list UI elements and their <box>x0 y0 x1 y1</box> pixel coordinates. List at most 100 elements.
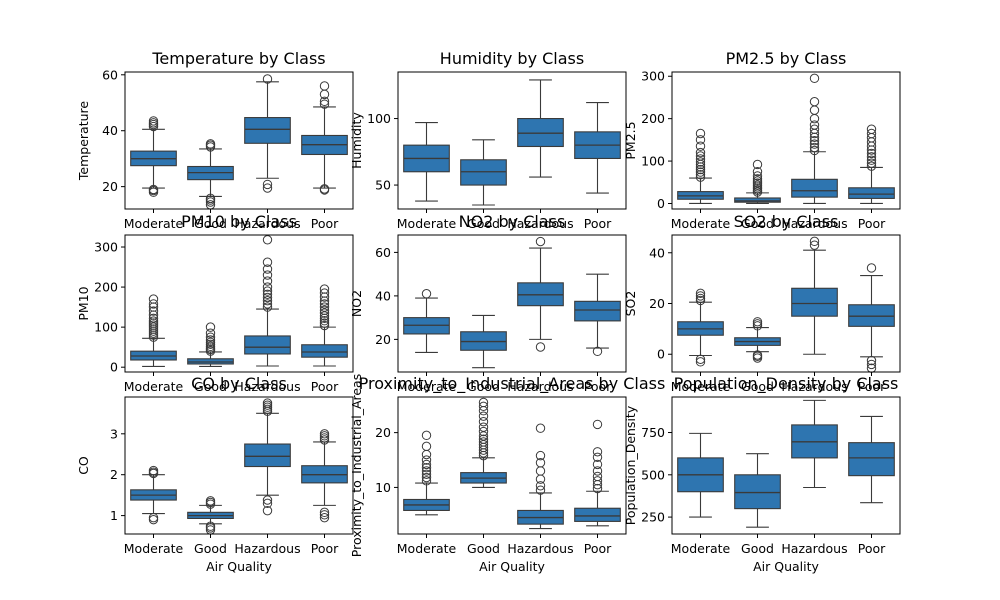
subplot-4: 0 100 200 300 Moderate Good Hazardous Poor PM10 … <box>76 212 354 394</box>
outlier-point <box>809 142 820 153</box>
subplot-title: PM10 by Class <box>181 212 297 231</box>
outlier-point <box>205 322 216 332</box>
box-4 <box>301 429 348 523</box>
box-1 <box>130 465 177 525</box>
outlier-point <box>319 308 330 318</box>
box-4 <box>574 419 621 527</box>
box-3 <box>517 79 564 178</box>
outlier-point <box>262 299 273 309</box>
outlier-point <box>262 292 273 303</box>
axes-frame <box>671 234 901 373</box>
box-1 <box>403 121 450 202</box>
box-1 <box>677 128 724 205</box>
axes-frame <box>671 71 901 210</box>
outlier-point <box>319 318 330 328</box>
outlier-point <box>752 180 763 190</box>
outlier-point <box>262 276 273 286</box>
y-tick-label: 300 <box>94 240 118 255</box>
box-2 <box>734 159 781 205</box>
outlier-point <box>695 157 706 167</box>
y-tick-label: 300 <box>641 69 665 84</box>
outlier-point <box>262 235 273 245</box>
y-axis-label: NO2 <box>349 290 364 317</box>
outlier-point <box>809 236 820 247</box>
box-2 <box>187 322 234 367</box>
x-tick-label: Hazardous <box>781 379 847 394</box>
x-tick-label: Poor <box>584 541 612 556</box>
y-tick-label: 60 <box>102 67 118 82</box>
outlier-point <box>478 426 489 437</box>
box-3 <box>791 399 838 489</box>
box-3 <box>244 398 291 516</box>
outlier-point <box>319 302 330 312</box>
outlier-point <box>262 179 273 190</box>
y-tick-label: 60 <box>375 245 391 260</box>
y-axis-label: Proximity_to_Industrial_Areas <box>349 374 364 557</box>
outlier-point <box>809 240 820 250</box>
x-tick-label: Moderate <box>671 216 731 231</box>
outlier-point <box>421 289 432 299</box>
box-1 <box>130 294 177 367</box>
subplot-3: 0 100 200 300 Moderate Good Hazardous Poor PM2.5… <box>623 49 901 231</box>
box-iqr <box>791 178 838 198</box>
box-1 <box>130 116 177 197</box>
x-tick-label: Good <box>741 379 774 394</box>
y-tick-label: 3 <box>110 426 118 441</box>
x-tick-label: Hazardous <box>234 379 300 394</box>
outlier-point <box>809 145 820 156</box>
outlier-point <box>535 481 546 491</box>
x-tick-label: Poor <box>584 379 612 394</box>
outlier-point <box>421 459 432 470</box>
y-tick-label: 0 <box>657 347 665 362</box>
x-tick-label: Good <box>194 541 227 556</box>
box-4 <box>848 124 895 205</box>
outlier-point <box>592 476 603 486</box>
subplot-title: PM2.5 by Class <box>726 49 847 68</box>
outlier-point <box>205 525 216 535</box>
x-tick-label: Poor <box>858 216 886 231</box>
x-axis-label: Air Quality <box>753 559 819 574</box>
outlier-point <box>262 498 273 509</box>
outlier-point <box>148 313 159 324</box>
outlier-point <box>535 485 546 495</box>
box-iqr <box>734 197 781 203</box>
outlier-point <box>319 512 330 523</box>
subplot-7: 1 2 3 Moderate Good Hazardous Poor CO by Class C… <box>76 374 354 574</box>
outlier-point <box>262 302 273 312</box>
outlier-point <box>592 471 603 482</box>
box-iqr <box>244 443 291 468</box>
outlier-point <box>478 397 489 408</box>
outlier-point <box>205 521 216 531</box>
subplot-1: 20 40 60 Moderate Good Hazardous Poor Temperatu… <box>76 49 354 231</box>
outlier-point <box>866 263 877 273</box>
outlier-point <box>319 305 330 316</box>
x-tick-label: Hazardous <box>507 379 573 394</box>
box-4 <box>848 263 895 373</box>
subplot-title: NO2 by Class <box>459 212 566 231</box>
box-iqr <box>517 118 564 148</box>
outlier-point <box>592 459 603 470</box>
box-4 <box>574 273 621 357</box>
outlier-point <box>205 193 216 204</box>
outlier-point <box>866 161 877 171</box>
axes-frame <box>124 71 354 210</box>
outlier-point <box>262 505 273 516</box>
outlier-point <box>262 398 273 408</box>
outlier-point <box>535 423 546 433</box>
outlier-point <box>866 359 877 370</box>
outlier-point <box>592 346 603 357</box>
outlier-point <box>809 120 820 130</box>
x-tick-label: Moderate <box>671 541 731 556</box>
y-tick-label: 100 <box>94 320 118 335</box>
subplot-title: Temperature by Class <box>151 49 325 68</box>
subplot-title: Population_Density by Class <box>674 374 899 394</box>
outlier-point <box>205 139 216 149</box>
outlier-point <box>148 184 159 195</box>
box-1 <box>677 432 724 518</box>
x-tick-label: Moderate <box>124 379 184 394</box>
x-tick-label: Poor <box>858 541 886 556</box>
axes-frame <box>397 71 627 210</box>
outlier-point <box>262 264 273 274</box>
outlier-point <box>592 419 603 430</box>
outlier-point <box>262 286 273 296</box>
